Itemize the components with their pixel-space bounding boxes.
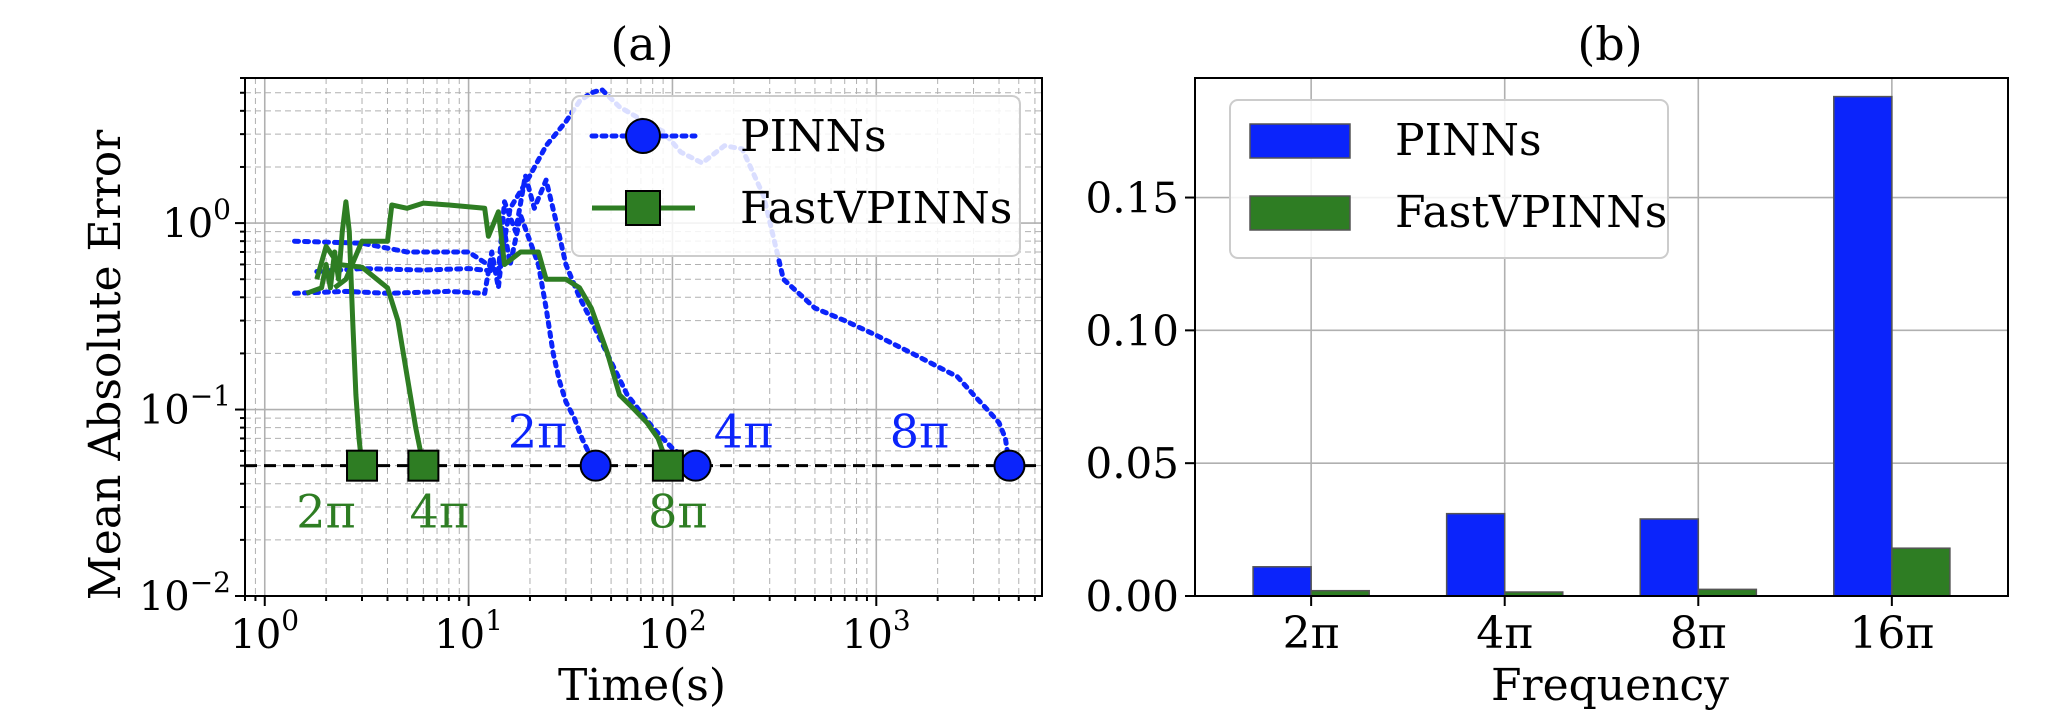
run-label: 8π	[648, 485, 708, 539]
fastvpinns-run-line	[305, 199, 365, 466]
legend-fastvpinns-swatch	[1249, 195, 1351, 231]
y-tick-label: 10−1	[139, 380, 231, 434]
y-tick-label: 10−2	[139, 566, 231, 620]
panel-a-title: (a)	[610, 17, 673, 71]
run-label: 4π	[714, 405, 774, 459]
panel-a-ylabel: Mean Absolute Error	[80, 129, 131, 600]
fastvpinns-end-marker	[407, 449, 440, 482]
legend-pinns-label: PINNs	[1395, 115, 1542, 166]
legend-pinns-marker	[625, 118, 661, 154]
panel-a-tick-labels: 100 101 102 103 10−2 10−1 100	[139, 193, 911, 658]
pinns-run-line	[292, 212, 599, 469]
y-tick-label: 100	[162, 193, 231, 247]
fastvpinns-end-marker	[346, 449, 379, 482]
run-label: 2π	[296, 485, 356, 539]
pinns-run-line	[292, 173, 699, 469]
panel-b-plot-frame	[1194, 77, 2009, 597]
fastvpinns-end-marker	[651, 449, 684, 482]
pinns-end-marker	[993, 449, 1026, 482]
run-label: 2π	[508, 405, 568, 459]
panel-a-legend: PINNs FastVPINNs	[571, 95, 1021, 257]
x-tick-label: 100	[230, 604, 299, 658]
y-tick-label: 0.10	[1085, 306, 1179, 355]
panel-b-title: (b)	[1577, 17, 1642, 71]
legend-fastvpinns-label: FastVPINNs	[740, 183, 1012, 234]
legend-pinns-swatch	[1249, 123, 1351, 159]
panel-a-end-markers	[346, 449, 1026, 482]
panel-b-bars	[1252, 95, 1951, 597]
panel-b-tick-labels: 2π 4π 8π 16π 0.00 0.05 0.10 0.15	[1085, 174, 1934, 659]
y-tick-label: 0.15	[1085, 174, 1179, 223]
run-label: 4π	[410, 485, 470, 539]
pinns-bar	[1252, 566, 1312, 597]
panel-b-legend: PINNs FastVPINNs	[1229, 99, 1669, 259]
legend-fastvpinns-marker	[625, 190, 661, 226]
panel-a-xlabel: Time(s)	[558, 660, 726, 711]
legend-pinns-label: PINNs	[740, 111, 887, 162]
x-tick-label: 101	[434, 604, 503, 658]
x-tick-label: 4π	[1476, 608, 1533, 659]
y-tick-label: 0.00	[1085, 572, 1179, 621]
x-tick-label: 2π	[1283, 608, 1340, 659]
x-tick-label: 8π	[1670, 608, 1727, 659]
run-label: 8π	[890, 405, 950, 459]
pinns-end-marker	[679, 449, 712, 482]
pinns-bar	[1639, 518, 1700, 597]
fastvpinns-run-line	[314, 243, 426, 467]
x-tick-label: 103	[842, 604, 911, 658]
legend-fastvpinns-label: FastVPINNs	[1395, 187, 1667, 238]
fastvpinns-bar	[1891, 547, 1951, 597]
y-tick-label: 0.05	[1085, 439, 1179, 488]
panel-b-xlabel: Frequency	[1491, 660, 1729, 711]
x-tick-label: 16π	[1849, 608, 1934, 659]
fastvpinns-run-line	[333, 200, 671, 467]
pinns-bar	[1445, 512, 1506, 597]
pinns-end-marker	[579, 449, 612, 482]
pinns-bar	[1833, 95, 1893, 597]
x-tick-label: 102	[638, 604, 707, 658]
panel-a-plot-frame	[244, 77, 1043, 597]
